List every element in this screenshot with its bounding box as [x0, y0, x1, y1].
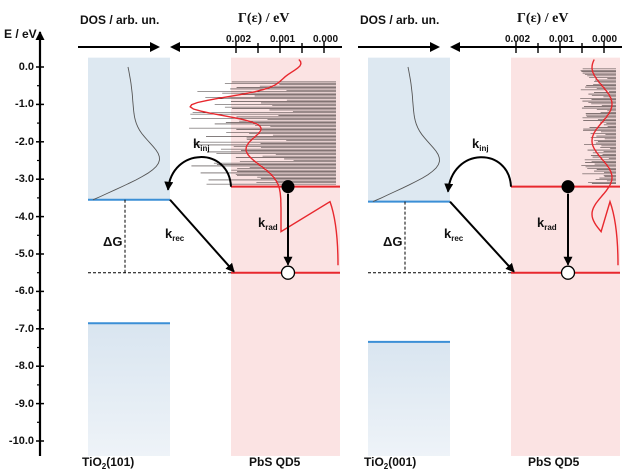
gamma-tick-label: 0.000: [592, 34, 618, 45]
tio2-conduction-band-region: [88, 57, 170, 200]
tio2-valence-band-region: [88, 323, 170, 456]
k-inj-arrow: [164, 156, 232, 191]
arrow-right-icon: [150, 42, 160, 52]
substrate-label-panel-1: TiO2(101): [82, 455, 135, 471]
dos-curve: [92, 66, 160, 201]
y-tick-label: -1.0: [15, 98, 34, 111]
gamma-tick-label: 0.002: [226, 34, 252, 45]
gamma-tick-label: 0.001: [549, 34, 575, 45]
delta-g-label: ΔG: [383, 234, 403, 249]
dos-curve: [372, 66, 440, 203]
gamma-tick-label: 0.001: [270, 34, 296, 45]
arrow-right-icon: [430, 42, 440, 52]
gamma-tick-label: 0.000: [313, 34, 339, 45]
qd-label-panel-2: PbS QD5: [528, 455, 580, 469]
y-tick-label: -9.0: [15, 397, 34, 410]
y-tick-label: -10.0: [8, 435, 34, 447]
y-tick-label: -7.0: [15, 322, 34, 335]
gamma-tick-label: 0.002: [505, 34, 531, 45]
top-axis: [358, 41, 622, 53]
hole-dot: [560, 265, 576, 280]
top-axis: [78, 41, 342, 53]
gamma-curve: [189, 59, 339, 266]
k-rec-label: krec: [165, 226, 185, 243]
arrow-left-icon: [450, 42, 460, 52]
tio2-valence-band-region: [368, 341, 450, 456]
k-rad-label: krad: [537, 215, 557, 232]
gamma-label-panel-2: Γ(ε) / eV: [517, 11, 569, 26]
quantum-dot-region: [231, 57, 340, 456]
y-axis-label: E / eV: [4, 27, 37, 41]
hole-dot: [280, 265, 296, 280]
gamma-histogram: [580, 68, 616, 184]
k-rad-label: krad: [258, 215, 278, 232]
gamma-histogram: [189, 81, 336, 185]
delta-g-label: ΔG: [103, 234, 123, 249]
k-rec-arrow: [169, 199, 235, 273]
y-tick-label: -4.0: [15, 210, 34, 223]
electron-dot: [561, 180, 575, 194]
y-tick-label: -8.0: [15, 360, 34, 373]
gamma-curve: [591, 59, 619, 266]
k-inj-label: kinj: [193, 136, 210, 153]
panel-1: [78, 41, 342, 456]
k-inj-label: kinj: [472, 136, 489, 153]
substrate-label-panel-2: TiO2(001): [364, 455, 417, 471]
dos-label-panel-2: DOS / arb. un.: [360, 13, 440, 27]
y-tick-label: -6.0: [15, 285, 34, 298]
k-rec-label: krec: [444, 226, 464, 243]
tio2-conduction-band-region: [368, 57, 450, 202]
y-tick-label: 0.0: [18, 61, 34, 73]
dos-label-panel-1: DOS / arb. un.: [80, 13, 160, 27]
electron-dot: [281, 180, 295, 194]
panel-2: [358, 41, 622, 456]
qd-label-panel-1: PbS QD5: [249, 455, 301, 469]
arrow-left-icon: [170, 42, 180, 52]
quantum-dot-region: [511, 57, 620, 456]
y-tick-label: -5.0: [15, 248, 34, 260]
k-inj-arrow: [444, 156, 512, 193]
y-tick-label: -3.0: [15, 173, 34, 186]
k-rec-arrow: [449, 200, 515, 273]
y-tick-label: -2.0: [15, 135, 34, 148]
gamma-label-panel-1: Γ(ε) / eV: [238, 11, 290, 26]
